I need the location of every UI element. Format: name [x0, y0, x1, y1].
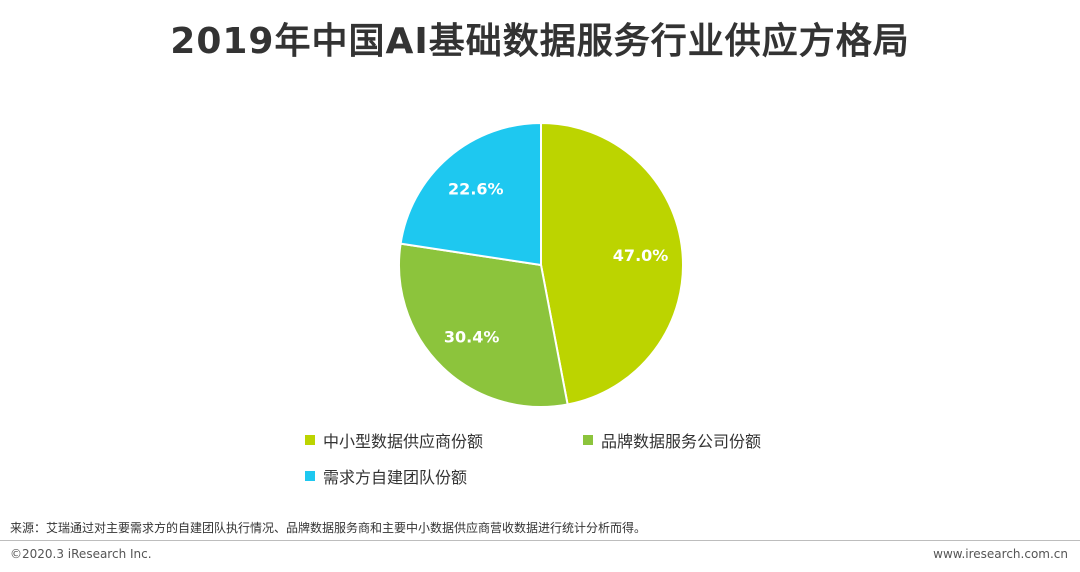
source-note: 来源：艾瑞通过对主要需求方的自建团队执行情况、品牌数据服务商和主要中小数据供应商… [10, 521, 647, 535]
legend-label-self-built-teams: 需求方自建团队份额 [323, 468, 468, 487]
copyright: ©2020.3 iResearch Inc. [10, 547, 152, 561]
pie-slice-small-suppliers [540, 121, 684, 406]
legend-item-self-built-teams: 需求方自建团队份额 [305, 464, 467, 488]
legend-item-brand-companies: 品牌数据服务公司份额 [583, 428, 761, 452]
legend-swatch-brand-companies [583, 435, 593, 445]
pie-slice-self-built-teams [399, 121, 542, 267]
footer-divider [0, 540, 1080, 541]
pie-slice-brand-companies [398, 242, 569, 408]
chart-title: 2019年中国AI基础数据服务行业供应方格局 [170, 21, 910, 62]
legend-swatch-self-built-teams [305, 471, 315, 481]
legend-swatch-small-suppliers [305, 435, 315, 445]
pie-label-brand-companies: 30.4% [444, 328, 500, 347]
pie-label-self-built-teams: 22.6% [448, 180, 504, 199]
legend-label-brand-companies: 品牌数据服务公司份额 [601, 432, 762, 451]
pie-label-small-suppliers: 47.0% [613, 246, 669, 265]
website-link[interactable]: www.iresearch.com.cn [933, 547, 1068, 561]
legend-item-small-suppliers: 中小型数据供应商份额 [305, 428, 483, 452]
legend-label-small-suppliers: 中小型数据供应商份额 [323, 432, 484, 451]
